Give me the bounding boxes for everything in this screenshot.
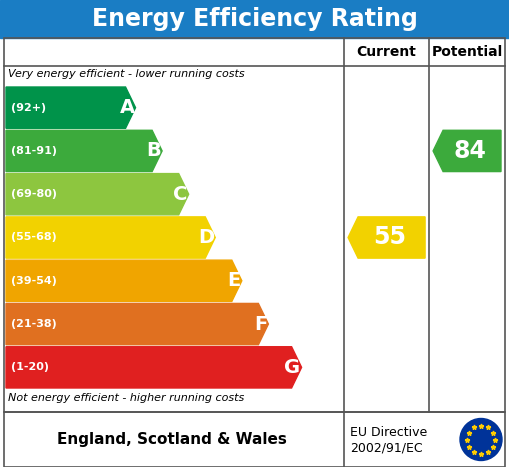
Bar [0,0,509,38]
Polygon shape [6,130,162,171]
Text: (92+): (92+) [11,103,46,113]
Polygon shape [6,174,189,215]
Text: Potential: Potential [432,45,503,59]
Text: 55: 55 [373,226,406,249]
Polygon shape [6,347,302,388]
Text: C: C [173,185,188,204]
Polygon shape [348,217,425,258]
Text: EU Directive: EU Directive [350,426,428,439]
Text: Current: Current [357,45,416,59]
Polygon shape [6,260,242,301]
Text: (39-54): (39-54) [11,276,57,286]
Text: England, Scotland & Wales: England, Scotland & Wales [57,432,287,447]
Text: 84: 84 [454,139,487,163]
Bar [4,412,505,467]
Text: Very energy efficient - lower running costs: Very energy efficient - lower running co… [8,69,245,79]
Text: (81-91): (81-91) [11,146,57,156]
Text: D: D [198,228,214,247]
Text: 2002/91/EC: 2002/91/EC [350,441,422,454]
Text: (69-80): (69-80) [11,189,57,199]
Polygon shape [6,217,215,258]
Polygon shape [6,304,268,345]
Polygon shape [6,87,135,128]
Text: B: B [147,142,161,161]
Circle shape [460,418,502,460]
Bar [4,38,505,412]
Text: E: E [228,271,241,290]
Text: (1-20): (1-20) [11,362,49,372]
Text: A: A [120,98,134,117]
Text: F: F [254,315,267,333]
Text: Energy Efficiency Rating: Energy Efficiency Rating [92,7,417,31]
Text: Not energy efficient - higher running costs: Not energy efficient - higher running co… [8,393,244,403]
Text: G: G [285,358,301,377]
Polygon shape [433,130,501,171]
Text: (21-38): (21-38) [11,319,56,329]
Text: (55-68): (55-68) [11,233,56,242]
